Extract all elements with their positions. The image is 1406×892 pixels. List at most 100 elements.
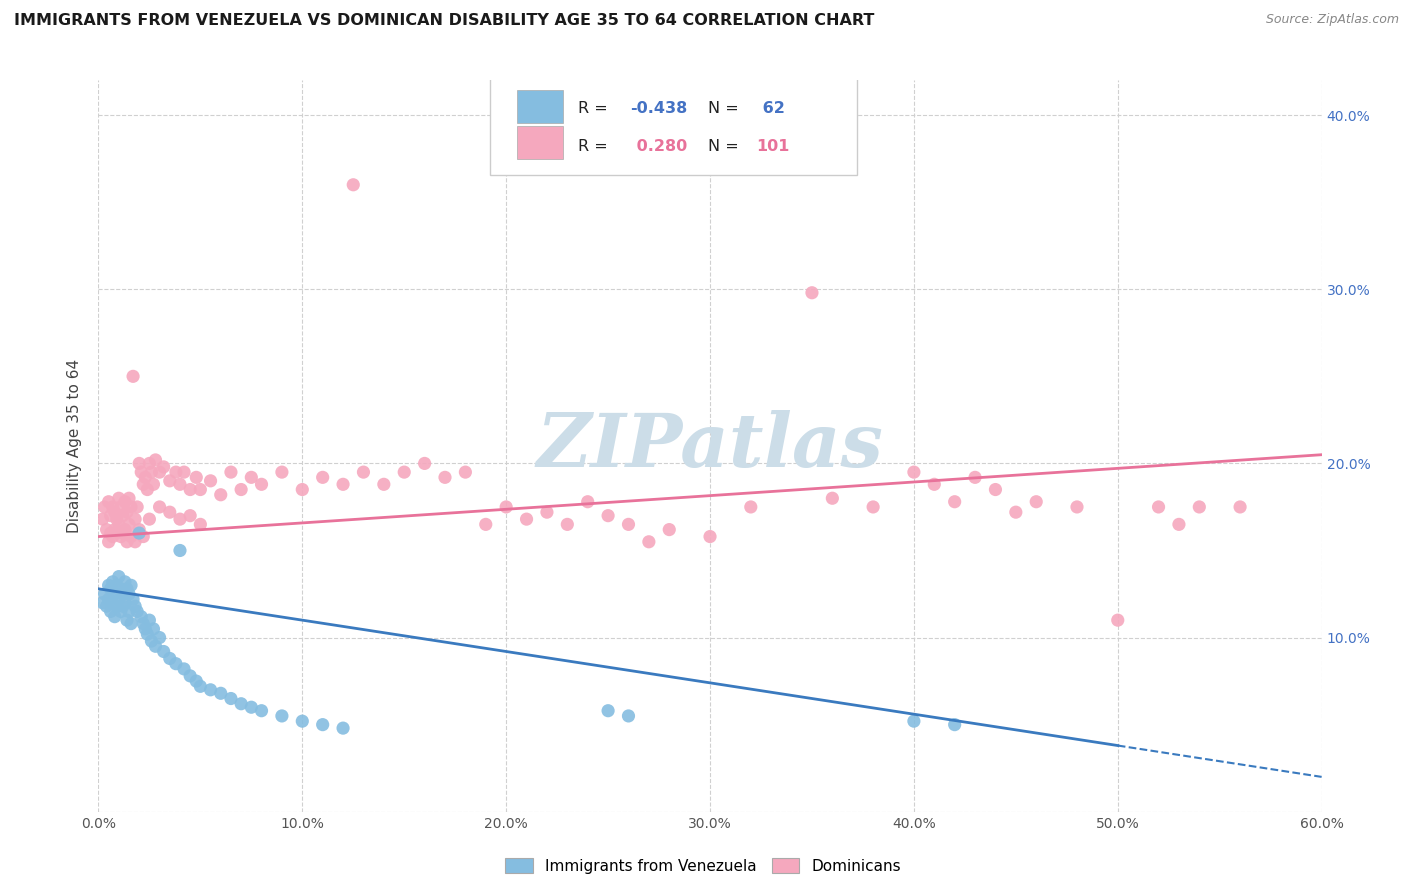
Point xyxy=(108,491,131,506)
Point xyxy=(105,578,128,592)
Point xyxy=(617,517,640,532)
Point xyxy=(118,491,141,506)
Point xyxy=(413,457,436,471)
Point xyxy=(129,609,152,624)
Point xyxy=(392,465,416,479)
Point xyxy=(240,470,263,484)
Point xyxy=(474,517,498,532)
Point xyxy=(291,483,314,497)
Point xyxy=(186,470,208,484)
Y-axis label: Disability Age 35 to 64: Disability Age 35 to 64 xyxy=(67,359,83,533)
Point xyxy=(114,523,136,537)
Point xyxy=(152,644,174,658)
Point xyxy=(173,662,195,676)
Text: ZIPatlas: ZIPatlas xyxy=(537,409,883,483)
Point xyxy=(132,530,155,544)
Point xyxy=(638,534,661,549)
Text: 62: 62 xyxy=(756,101,785,116)
Point xyxy=(159,651,181,665)
Point xyxy=(200,682,222,697)
Point xyxy=(209,686,232,700)
Point xyxy=(179,483,201,497)
Point xyxy=(96,523,118,537)
Point xyxy=(142,622,165,636)
Point xyxy=(943,494,966,508)
Point xyxy=(134,622,156,636)
Point xyxy=(903,714,925,728)
Point xyxy=(186,674,208,689)
Point xyxy=(454,465,477,479)
Point xyxy=(1167,517,1189,532)
Point xyxy=(91,596,114,610)
Point xyxy=(105,599,128,614)
Point xyxy=(270,465,294,479)
Point xyxy=(173,465,195,479)
Point xyxy=(332,477,354,491)
Point xyxy=(231,483,253,497)
FancyBboxPatch shape xyxy=(517,127,564,160)
Point xyxy=(188,517,212,532)
Point xyxy=(250,704,273,718)
Point xyxy=(96,599,118,614)
Point xyxy=(219,465,242,479)
Point xyxy=(231,697,253,711)
Text: 0.280: 0.280 xyxy=(630,138,686,153)
Legend: Immigrants from Venezuela, Dominicans: Immigrants from Venezuela, Dominicans xyxy=(499,852,907,880)
FancyBboxPatch shape xyxy=(517,90,564,123)
Point xyxy=(118,604,141,618)
Point xyxy=(136,627,159,641)
Point xyxy=(115,505,138,519)
Point xyxy=(179,669,201,683)
Point xyxy=(240,700,263,714)
Point xyxy=(115,613,138,627)
Point xyxy=(104,609,127,624)
Point xyxy=(115,582,138,596)
Point xyxy=(291,714,314,728)
Point xyxy=(312,470,335,484)
Point xyxy=(165,465,187,479)
Point xyxy=(342,178,364,192)
Point xyxy=(576,494,599,508)
Point xyxy=(270,709,294,723)
Point xyxy=(93,587,115,601)
Point xyxy=(149,465,172,479)
Point xyxy=(111,526,134,541)
Point xyxy=(658,523,681,537)
Point xyxy=(91,512,114,526)
Point xyxy=(127,604,149,618)
Point xyxy=(110,530,132,544)
Point xyxy=(598,508,620,523)
Point xyxy=(120,530,142,544)
FancyBboxPatch shape xyxy=(489,73,856,176)
Point xyxy=(108,592,131,607)
Point xyxy=(100,526,122,541)
Point xyxy=(97,578,120,592)
Text: 101: 101 xyxy=(756,138,790,153)
Point xyxy=(943,717,966,731)
Point xyxy=(110,582,132,596)
Point xyxy=(219,691,242,706)
Point xyxy=(1025,494,1047,508)
Point xyxy=(149,631,172,645)
Point xyxy=(536,505,558,519)
Point xyxy=(179,508,201,523)
Point xyxy=(141,634,163,648)
Point xyxy=(145,453,167,467)
Point xyxy=(434,470,457,484)
Point xyxy=(129,465,152,479)
Point xyxy=(188,679,212,693)
Point xyxy=(108,569,131,583)
Point xyxy=(141,465,163,479)
Text: IMMIGRANTS FROM VENEZUELA VS DOMINICAN DISABILITY AGE 35 TO 64 CORRELATION CHART: IMMIGRANTS FROM VENEZUELA VS DOMINICAN D… xyxy=(14,13,875,29)
Point xyxy=(101,596,124,610)
Point xyxy=(250,477,273,491)
Point xyxy=(128,523,150,537)
Point xyxy=(312,717,335,731)
Point xyxy=(699,530,721,544)
Point xyxy=(104,523,127,537)
Point xyxy=(740,500,762,514)
Point xyxy=(120,578,142,592)
Point xyxy=(100,604,122,618)
Point xyxy=(114,494,136,508)
Point xyxy=(97,592,120,607)
